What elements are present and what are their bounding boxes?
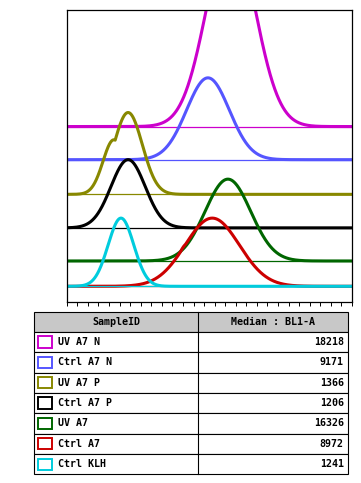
- Text: Ctrl A7: Ctrl A7: [58, 439, 100, 449]
- Text: UV A7 N: UV A7 N: [58, 337, 100, 347]
- Text: 16326: 16326: [314, 418, 344, 428]
- Text: UV A7: UV A7: [58, 418, 88, 428]
- Text: 8972: 8972: [319, 439, 344, 449]
- Text: 9171: 9171: [319, 357, 344, 368]
- Text: Ctrl A7 N: Ctrl A7 N: [58, 357, 112, 368]
- Text: 1366: 1366: [319, 378, 344, 388]
- Text: SampleID: SampleID: [92, 317, 140, 327]
- Text: 1206: 1206: [319, 398, 344, 408]
- Text: 18218: 18218: [314, 337, 344, 347]
- Text: Ctrl A7 P: Ctrl A7 P: [58, 398, 112, 408]
- Text: Median : BL1-A: Median : BL1-A: [231, 317, 315, 327]
- Text: UV A7 P: UV A7 P: [58, 378, 100, 388]
- Text: Ctrl KLH: Ctrl KLH: [58, 459, 106, 469]
- Text: 1241: 1241: [319, 459, 344, 469]
